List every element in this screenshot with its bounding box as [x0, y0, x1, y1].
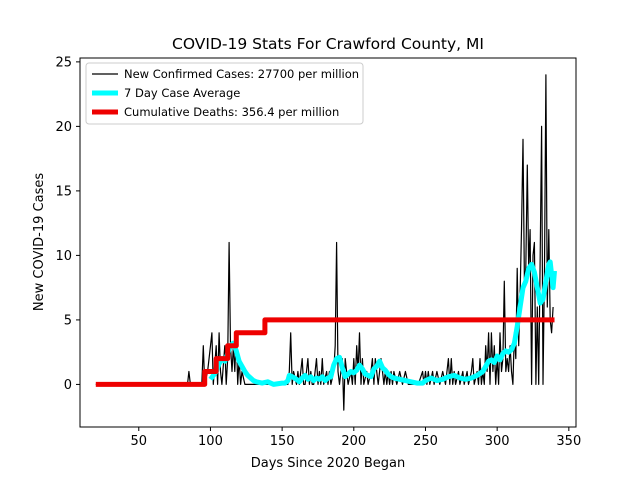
- legend-label-7day-average: 7 Day Case Average: [124, 86, 240, 100]
- x-tick-label: 200: [341, 434, 366, 449]
- y-tick-label: 20: [55, 120, 72, 135]
- x-tick-label: 50: [131, 434, 148, 449]
- legend-label-new-cases: New Confirmed Cases: 27700 per million: [124, 67, 359, 81]
- y-axis-label: New COVID-19 Cases: [32, 173, 47, 311]
- series-cumulative-deaths-line: [95, 317, 555, 387]
- x-tick-label: 100: [198, 434, 223, 449]
- series-7day-average-line: [208, 259, 557, 387]
- x-tick-label: 300: [485, 434, 510, 449]
- y-tick-label: 0: [64, 378, 72, 393]
- chart-title: COVID-19 Stats For Crawford County, MI: [172, 35, 484, 53]
- legend-label-cumulative-deaths: Cumulative Deaths: 356.4 per million: [124, 105, 339, 119]
- legend: New Confirmed Cases: 27700 per million 7…: [85, 62, 364, 125]
- legend-box: [85, 62, 364, 125]
- plot-frame: [79, 57, 577, 428]
- y-tick-label: 5: [64, 313, 72, 328]
- series-layer: [95, 74, 557, 411]
- y-axis: 0 5 10 15 20 25: [55, 55, 80, 393]
- x-axis: 50 100 150 200 250 300 350: [131, 427, 581, 449]
- y-tick-label: 25: [55, 55, 72, 70]
- x-tick-label: 350: [556, 434, 581, 449]
- x-tick-label: 150: [270, 434, 295, 449]
- y-tick-label: 10: [55, 249, 72, 264]
- y-tick-label: 15: [55, 184, 72, 199]
- x-tick-label: 250: [413, 434, 438, 449]
- x-axis-label: Days Since 2020 Began: [251, 456, 406, 471]
